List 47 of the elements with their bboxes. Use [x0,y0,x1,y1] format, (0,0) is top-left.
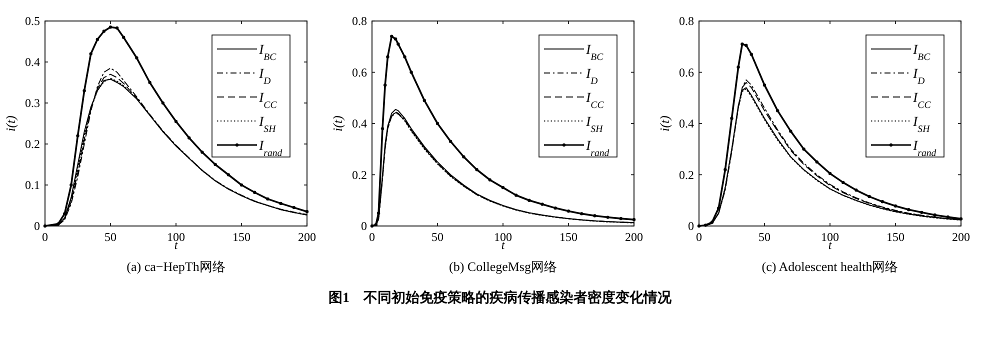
y-tick-label: 0.2 [352,168,367,182]
legend-label: I$_{CC}$ [258,91,278,110]
legend-label: I$_{D}$ [585,67,598,86]
y-tick-label: 0.8 [679,14,694,28]
y-tick-label: 0.4 [679,116,694,130]
text: (a) ca−HepTh网络 [126,259,226,274]
y-tick-label: 0.5 [25,14,40,28]
legend-label: I$_{D}$ [258,67,271,86]
legend-label: I$_{BC}$ [258,43,277,62]
y-tick-label: 0.2 [25,137,40,151]
y-tick-label: 0.6 [352,65,367,80]
y-tick-label: 0 [361,219,367,233]
text: (c) Adolescent health网络 [762,259,898,274]
y-tick-label: 0.3 [25,96,40,110]
y-tick-label: 0.4 [352,116,367,130]
legend-label: I$_{CC}$ [912,91,932,110]
legend-label: I$_{BC}$ [585,43,604,62]
legend-label: I$_{rand}$ [912,139,936,158]
x-tick-label: 50 [758,230,770,244]
x-tick-label: 200 [298,230,316,244]
x-tick-label: 50 [432,230,444,244]
legend-label: I$_{rand}$ [585,139,610,158]
y-tick-label: 0.8 [352,14,367,28]
y-tick-label: 0.6 [679,65,694,80]
legend-label: I$_{SH}$ [258,115,277,134]
legend-label: I$_{CC}$ [585,91,604,110]
y-tick-label: 0.4 [25,55,40,69]
y-tick-label: 0.2 [679,168,694,182]
y-tick-label: 0 [688,219,694,233]
legend-label: I$_{SH}$ [912,115,931,134]
x-tick-label: 200 [625,230,643,244]
legend-label: I$_{BC}$ [912,43,931,62]
y-tick-label: 0 [34,219,40,233]
x-tick-label: 150 [886,230,904,244]
y-axis-title: i(t) [657,116,672,132]
x-tick-label: 50 [104,230,116,244]
caption: 图1 不同初始免疫策略的疾病传播感染者密度变化情况 [328,289,672,306]
legend-label: I$_{rand}$ [258,139,282,158]
legend-label: I$_{D}$ [912,67,925,86]
x-tick-label: 150 [232,230,250,244]
x-tick-label: 150 [560,230,578,244]
text: (b) CollegeMsg网络 [449,259,557,274]
x-tick-label: 200 [952,230,970,244]
y-axis-title: i(t) [3,116,18,132]
y-tick-label: 0.1 [25,178,40,192]
y-axis-title: i(t) [330,116,345,132]
legend-label: I$_{SH}$ [585,115,604,134]
